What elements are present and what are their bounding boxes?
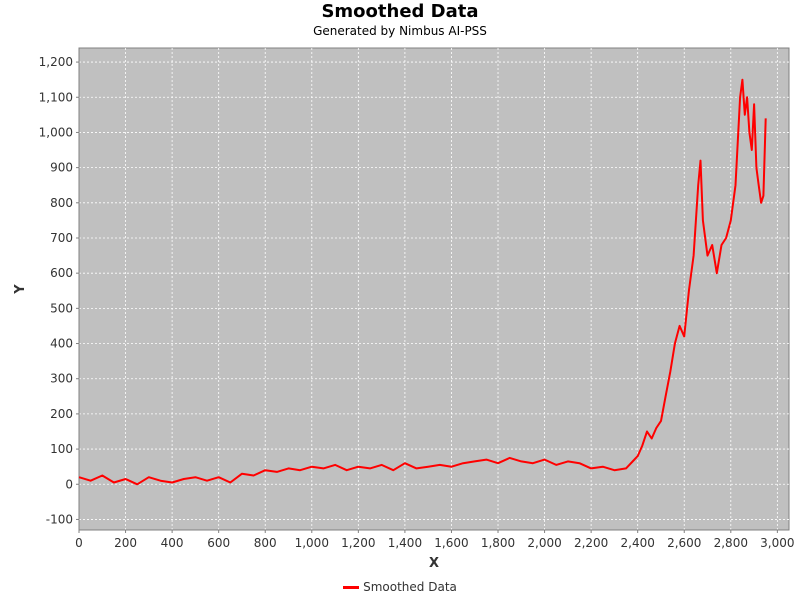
series-layer <box>78 78 767 486</box>
x-tick-label: 2,600 <box>667 536 701 550</box>
x-tick-label: 2,000 <box>527 536 561 550</box>
y-tick-label: 1,200 <box>39 55 73 69</box>
y-tick-label: 800 <box>50 196 73 210</box>
series-line-0 <box>78 78 767 486</box>
y-tick-label: 1,100 <box>39 90 73 104</box>
y-tick-label: 300 <box>50 372 73 386</box>
x-tick-label: 1,200 <box>341 536 375 550</box>
legend: Smoothed Data <box>0 578 800 596</box>
y-tick-label: 1,000 <box>39 125 73 139</box>
x-tick-label: 1,600 <box>434 536 468 550</box>
chart-title: Smoothed Data <box>321 1 479 22</box>
x-tick-label: 2,400 <box>621 536 655 550</box>
x-tick-label: 0 <box>75 536 83 550</box>
axes: 0 200 400 600 800 1,000 1,200 1,400 1,600 1,800 2,… <box>39 48 795 550</box>
y-tick-label: 200 <box>50 407 73 421</box>
x-tick-label: 1,000 <box>295 536 329 550</box>
chart-subtitle: Generated by Nimbus AI-PSS <box>313 24 487 38</box>
x-tick-label: 1,400 <box>388 536 422 550</box>
y-tick-label: 600 <box>50 266 73 280</box>
grid <box>78 48 789 530</box>
y-tick-label: 500 <box>50 301 73 315</box>
x-tick-label: 400 <box>161 536 184 550</box>
x-tick-label: 600 <box>207 536 230 550</box>
y-tick-label: 700 <box>50 231 73 245</box>
y-tick-label: 900 <box>50 161 73 175</box>
y-tick-label: 400 <box>50 337 73 351</box>
y-tick-label: 100 <box>50 442 73 456</box>
x-tick-label: 2,200 <box>574 536 608 550</box>
x-tick-label: 3,000 <box>760 536 794 550</box>
x-tick-label: 800 <box>254 536 277 550</box>
x-tick-label: 2,800 <box>714 536 748 550</box>
x-tick-label: 1,800 <box>481 536 515 550</box>
legend-swatch <box>343 586 360 589</box>
x-tick-label: 200 <box>114 536 137 550</box>
y-tick-label: 0 <box>65 477 73 491</box>
y-tick-label: -100 <box>46 512 73 526</box>
x-axis-label: X <box>429 556 439 571</box>
plot-area <box>78 47 790 531</box>
legend-label: Smoothed Data <box>363 580 457 594</box>
y-axis-label: Y <box>13 284 28 295</box>
